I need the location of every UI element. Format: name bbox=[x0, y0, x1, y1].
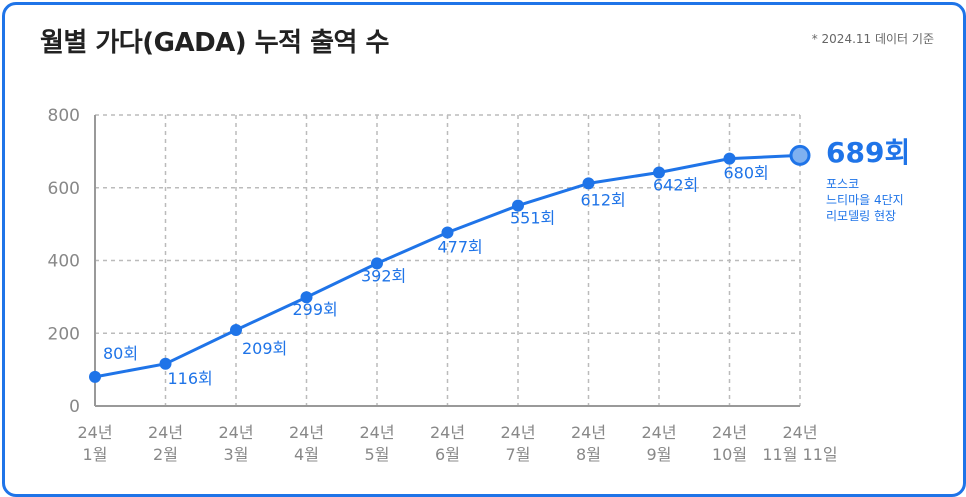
data-basis-note: * 2024.11 데이터 기준 bbox=[811, 32, 934, 46]
chart-title: 월별 가다(GADA) 누적 출역 수 bbox=[40, 28, 389, 58]
data-label: 612회 bbox=[581, 190, 626, 209]
y-tick-label: 800 bbox=[48, 106, 80, 126]
data-label: 642회 bbox=[653, 175, 698, 194]
x-axis-ticks: 24년 1월 24년 2월 24년 3월 24년 4월 24년 5월 24년 6월 24년 7월 24년 8월… bbox=[77, 423, 837, 464]
data-point bbox=[512, 199, 524, 212]
x-tick-label: 24년 6월 bbox=[430, 423, 465, 464]
data-point bbox=[89, 370, 101, 383]
x-tick-label: 24년 8월 bbox=[571, 423, 606, 464]
grid-lines bbox=[95, 114, 801, 406]
final-data-point bbox=[789, 144, 811, 166]
data-label: 680회 bbox=[724, 164, 769, 183]
data-point bbox=[159, 357, 172, 370]
data-point bbox=[723, 152, 736, 165]
data-point bbox=[230, 323, 242, 336]
x-tick-label: 24년 2월 bbox=[148, 423, 183, 464]
data-label: 80회 bbox=[103, 344, 138, 363]
data-label: 551회 bbox=[510, 209, 555, 228]
x-tick-label: 24년 4월 bbox=[289, 423, 324, 464]
x-tick-label: 24년 10월 bbox=[712, 423, 747, 464]
axes bbox=[94, 115, 800, 407]
x-tick-label: 24년 3월 bbox=[218, 423, 253, 464]
final-site-note: 느티마을 4단지 bbox=[826, 193, 904, 207]
x-tick-label: 24년 1월 bbox=[77, 423, 112, 464]
data-point bbox=[582, 177, 595, 190]
x-tick-label: 24년 9월 bbox=[641, 423, 676, 464]
data-points bbox=[89, 144, 811, 383]
y-tick-label: 600 bbox=[48, 179, 80, 199]
x-tick-label: 24년 7월 bbox=[500, 423, 535, 464]
data-label: 209회 bbox=[242, 339, 287, 358]
x-tick-label: 24년 11월 11일 bbox=[762, 423, 837, 464]
data-label: 392회 bbox=[361, 266, 406, 285]
final-site-note: 리모델링 현장 bbox=[826, 209, 896, 223]
y-tick-label: 0 bbox=[69, 397, 80, 417]
data-label: 477회 bbox=[438, 237, 483, 256]
y-tick-label: 200 bbox=[48, 324, 80, 344]
data-labels: 80회 116회 209회 299회 392회 477회 551회 612회 642회 680회 bbox=[103, 164, 769, 388]
data-point bbox=[653, 166, 665, 179]
data-point bbox=[441, 226, 454, 239]
data-label: 116회 bbox=[168, 369, 213, 388]
final-site-note: 포스코 bbox=[826, 177, 859, 191]
data-point bbox=[300, 291, 313, 304]
data-label: 299회 bbox=[293, 300, 338, 319]
y-tick-label: 400 bbox=[48, 252, 80, 272]
final-value-label: 689회 bbox=[826, 136, 910, 169]
x-tick-label: 24년 5월 bbox=[359, 423, 394, 464]
y-axis-ticks: 0 200 400 600 800 bbox=[48, 106, 80, 417]
data-point bbox=[371, 257, 383, 270]
